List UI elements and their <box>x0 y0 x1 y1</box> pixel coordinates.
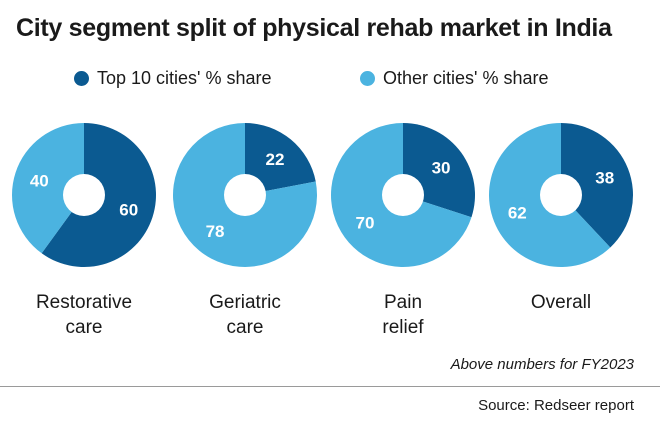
footnote: Above numbers for FY2023 <box>450 356 634 373</box>
slice-geriatric-top10 <box>245 123 316 195</box>
donut-hole-pain <box>382 174 424 216</box>
legend-item-other: Other cities' % share <box>360 68 549 89</box>
category-label-pain: Pain relief <box>382 292 424 338</box>
source-credit: Source: Redseer report <box>478 397 634 414</box>
legend-swatch-top10 <box>74 71 89 86</box>
value-label-geriatric-other: 78 <box>206 222 225 241</box>
donut-hole-restorative <box>63 174 105 216</box>
value-label-overall-other: 62 <box>508 203 527 222</box>
value-label-overall-top10: 38 <box>595 169 614 188</box>
donut-hole-geriatric <box>224 174 266 216</box>
value-label-restorative-other: 40 <box>30 171 49 190</box>
chart-title: City segment split of physical rehab mar… <box>16 14 612 42</box>
legend-item-top10: Top 10 cities' % share <box>74 68 272 89</box>
value-label-restorative-top10: 60 <box>119 201 138 220</box>
donut-hole-overall <box>540 174 582 216</box>
category-label-geriatric: Geriatric care <box>209 292 281 338</box>
category-label-restorative: Restorative care <box>35 292 133 338</box>
divider <box>0 386 660 387</box>
category-label-overall: Overall <box>530 292 592 313</box>
legend-label-top10: Top 10 cities' % share <box>97 68 272 88</box>
slice-restorative-other <box>11 123 84 254</box>
legend-label-other: Other cities' % share <box>383 68 549 88</box>
value-label-pain-top10: 30 <box>432 158 451 177</box>
value-label-pain-other: 70 <box>356 214 375 233</box>
slice-overall-top10 <box>561 123 633 248</box>
value-label-geriatric-top10: 22 <box>265 150 284 169</box>
legend-swatch-other <box>360 71 375 86</box>
